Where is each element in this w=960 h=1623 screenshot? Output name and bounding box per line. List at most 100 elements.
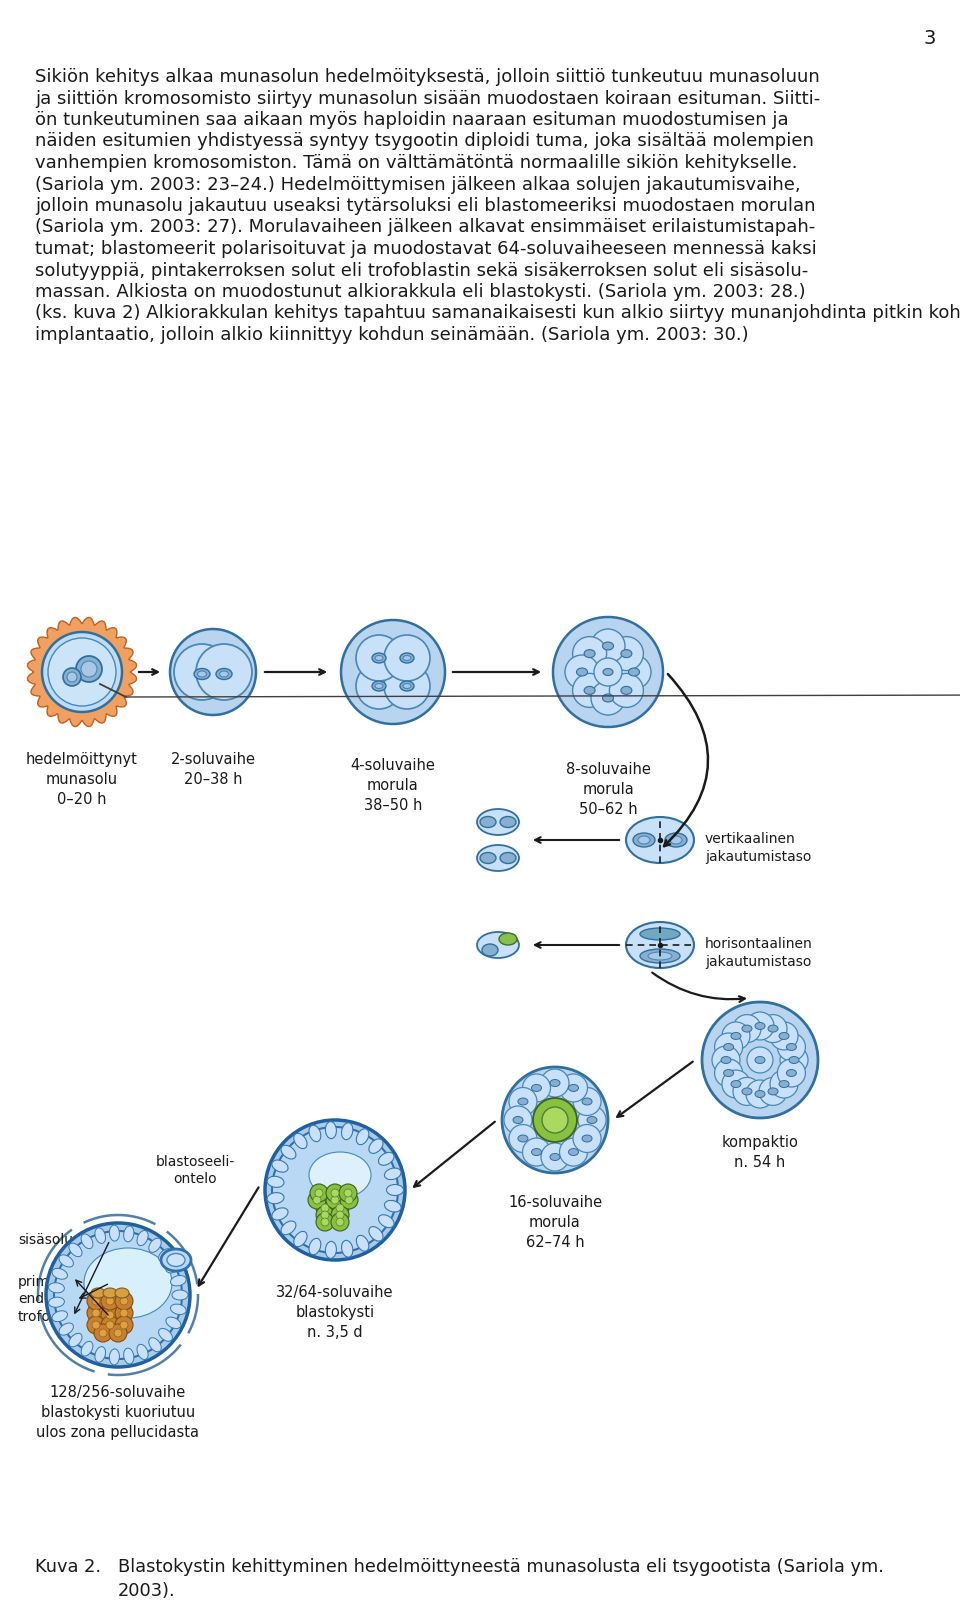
Circle shape bbox=[572, 674, 607, 708]
Circle shape bbox=[702, 1001, 818, 1118]
Text: ön tunkeutuminen saa aikaan myös haploidin naaraan esituman muodostumisen ja: ön tunkeutuminen saa aikaan myös haploid… bbox=[35, 110, 788, 128]
Circle shape bbox=[316, 1212, 334, 1230]
Circle shape bbox=[722, 1022, 750, 1050]
Circle shape bbox=[345, 1196, 353, 1204]
Ellipse shape bbox=[500, 852, 516, 863]
Circle shape bbox=[591, 682, 625, 716]
Circle shape bbox=[331, 1212, 349, 1230]
Circle shape bbox=[560, 1074, 588, 1102]
Ellipse shape bbox=[91, 1289, 105, 1298]
Circle shape bbox=[502, 1066, 608, 1173]
Ellipse shape bbox=[582, 1099, 592, 1105]
Circle shape bbox=[87, 1316, 105, 1334]
Circle shape bbox=[120, 1321, 128, 1329]
Ellipse shape bbox=[768, 1026, 778, 1032]
Circle shape bbox=[331, 1206, 349, 1224]
Circle shape bbox=[594, 657, 622, 687]
Ellipse shape bbox=[375, 683, 383, 688]
Ellipse shape bbox=[582, 1134, 592, 1143]
Ellipse shape bbox=[603, 695, 613, 703]
Text: tumat; blastomeerit polarisoituvat ja muodostavat 64-soluvaiheeseen mennessä kak: tumat; blastomeerit polarisoituvat ja mu… bbox=[35, 240, 817, 258]
Circle shape bbox=[92, 1297, 100, 1305]
Circle shape bbox=[196, 644, 252, 700]
Ellipse shape bbox=[115, 1289, 129, 1298]
Text: trofoblasti: trofoblasti bbox=[18, 1310, 89, 1324]
Ellipse shape bbox=[137, 1344, 148, 1360]
Circle shape bbox=[326, 1185, 344, 1203]
Ellipse shape bbox=[621, 687, 632, 695]
Circle shape bbox=[340, 1191, 358, 1209]
Ellipse shape bbox=[48, 1297, 64, 1307]
Ellipse shape bbox=[166, 1318, 180, 1329]
Ellipse shape bbox=[52, 1311, 67, 1321]
Ellipse shape bbox=[587, 1117, 597, 1123]
Ellipse shape bbox=[721, 1057, 731, 1063]
Circle shape bbox=[120, 1310, 128, 1316]
Ellipse shape bbox=[568, 1084, 579, 1091]
Circle shape bbox=[81, 661, 97, 677]
Circle shape bbox=[746, 1079, 774, 1109]
Circle shape bbox=[48, 638, 116, 706]
Ellipse shape bbox=[742, 1026, 752, 1032]
Ellipse shape bbox=[48, 1282, 64, 1294]
Circle shape bbox=[87, 1292, 105, 1310]
Circle shape bbox=[722, 1070, 750, 1099]
Text: 2-soluvaihe
20–38 h: 2-soluvaihe 20–38 h bbox=[171, 751, 255, 787]
Circle shape bbox=[115, 1316, 133, 1334]
Ellipse shape bbox=[375, 656, 383, 661]
Circle shape bbox=[106, 1321, 114, 1329]
Ellipse shape bbox=[532, 1084, 541, 1091]
Ellipse shape bbox=[387, 1185, 403, 1196]
Ellipse shape bbox=[400, 682, 414, 691]
Circle shape bbox=[310, 1185, 328, 1203]
Circle shape bbox=[87, 1303, 105, 1323]
Text: kompaktio
n. 54 h: kompaktio n. 54 h bbox=[722, 1134, 799, 1170]
Ellipse shape bbox=[272, 1160, 288, 1172]
Text: hedelmöittynyt
munasolu
0–20 h: hedelmöittynyt munasolu 0–20 h bbox=[26, 751, 138, 807]
Ellipse shape bbox=[158, 1329, 173, 1341]
Circle shape bbox=[780, 1045, 808, 1074]
Circle shape bbox=[759, 1014, 787, 1042]
Circle shape bbox=[315, 1190, 323, 1198]
Ellipse shape bbox=[309, 1152, 371, 1198]
Ellipse shape bbox=[109, 1349, 119, 1365]
Circle shape bbox=[770, 1022, 798, 1050]
Circle shape bbox=[509, 1087, 537, 1115]
Text: 4-soluvaihe
morula
38–50 h: 4-soluvaihe morula 38–50 h bbox=[350, 758, 436, 813]
Ellipse shape bbox=[378, 1152, 394, 1165]
Ellipse shape bbox=[309, 1125, 321, 1141]
Text: massan. Alkiosta on muodostunut alkiorakkula eli blastokysti. (Sariola ym. 2003:: massan. Alkiosta on muodostunut alkiorak… bbox=[35, 282, 805, 300]
Circle shape bbox=[610, 674, 643, 708]
Circle shape bbox=[321, 1204, 329, 1212]
Circle shape bbox=[747, 1047, 773, 1073]
Circle shape bbox=[101, 1316, 119, 1334]
Circle shape bbox=[331, 1199, 349, 1217]
Text: 8-soluvaihe
morula
50–62 h: 8-soluvaihe morula 50–62 h bbox=[565, 763, 651, 816]
Text: horisontaalinen
jakautumistaso: horisontaalinen jakautumistaso bbox=[705, 938, 813, 969]
Circle shape bbox=[522, 1138, 550, 1165]
Ellipse shape bbox=[356, 1235, 369, 1251]
Text: 32/64-soluvaihe
blastokysti
n. 3,5 d: 32/64-soluvaihe blastokysti n. 3,5 d bbox=[276, 1285, 394, 1339]
Text: sisäsolumassa: sisäsolumassa bbox=[18, 1233, 118, 1246]
Circle shape bbox=[46, 1224, 190, 1367]
Circle shape bbox=[356, 635, 402, 682]
Ellipse shape bbox=[294, 1232, 307, 1246]
Text: primitiivinen
endodermi: primitiivinen endodermi bbox=[18, 1276, 106, 1307]
Circle shape bbox=[344, 1190, 352, 1198]
Circle shape bbox=[617, 656, 651, 690]
Text: vanhempien kromosomiston. Tämä on välttämätöntä normaalille sikiön kehitykselle.: vanhempien kromosomiston. Tämä on välttä… bbox=[35, 154, 798, 172]
Circle shape bbox=[106, 1311, 114, 1319]
Text: blastoseeli-
ontelo: blastoseeli- ontelo bbox=[156, 1156, 234, 1186]
Circle shape bbox=[331, 1196, 339, 1204]
Circle shape bbox=[114, 1329, 122, 1337]
Text: implantaatio, jolloin alkio kiinnittyy kohdun seinämään. (Sariola ym. 2003: 30.): implantaatio, jolloin alkio kiinnittyy k… bbox=[35, 326, 749, 344]
Ellipse shape bbox=[584, 687, 595, 695]
Circle shape bbox=[336, 1204, 344, 1212]
Ellipse shape bbox=[369, 1227, 383, 1242]
Ellipse shape bbox=[194, 669, 210, 680]
Circle shape bbox=[542, 1107, 568, 1133]
Ellipse shape bbox=[731, 1081, 741, 1087]
Ellipse shape bbox=[584, 649, 595, 657]
Ellipse shape bbox=[84, 1248, 172, 1318]
Ellipse shape bbox=[629, 669, 639, 677]
